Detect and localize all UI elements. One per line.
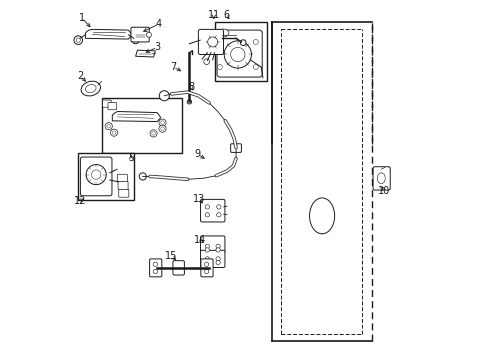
Circle shape	[153, 269, 157, 274]
FancyBboxPatch shape	[200, 250, 225, 267]
Circle shape	[217, 213, 221, 217]
Circle shape	[147, 32, 151, 37]
Circle shape	[205, 205, 210, 209]
Text: 11: 11	[208, 10, 220, 20]
Circle shape	[159, 91, 170, 101]
FancyBboxPatch shape	[198, 30, 223, 54]
Bar	[78, 153, 134, 200]
Circle shape	[205, 244, 210, 248]
FancyBboxPatch shape	[201, 259, 213, 277]
Circle shape	[205, 260, 210, 265]
Bar	[215, 22, 267, 81]
Text: 15: 15	[165, 251, 178, 261]
Circle shape	[187, 100, 192, 104]
Circle shape	[208, 37, 218, 47]
Ellipse shape	[85, 85, 96, 93]
Text: 14: 14	[194, 235, 206, 245]
Circle shape	[153, 262, 157, 266]
Circle shape	[205, 248, 210, 252]
Circle shape	[161, 121, 164, 125]
FancyBboxPatch shape	[231, 144, 242, 152]
Polygon shape	[136, 50, 155, 57]
Circle shape	[240, 40, 246, 45]
FancyBboxPatch shape	[118, 181, 128, 189]
Text: 12: 12	[74, 196, 86, 206]
FancyBboxPatch shape	[131, 27, 149, 42]
Circle shape	[111, 129, 118, 136]
Polygon shape	[112, 112, 161, 122]
Text: 10: 10	[378, 186, 390, 196]
FancyBboxPatch shape	[173, 261, 184, 275]
Circle shape	[204, 269, 209, 274]
Ellipse shape	[218, 29, 229, 37]
Text: 1: 1	[79, 13, 85, 23]
Circle shape	[224, 41, 251, 68]
Text: 2: 2	[77, 71, 84, 81]
Circle shape	[152, 132, 155, 135]
FancyBboxPatch shape	[200, 236, 225, 253]
Circle shape	[92, 170, 101, 179]
FancyBboxPatch shape	[217, 30, 262, 77]
Text: 7: 7	[170, 62, 176, 72]
Circle shape	[86, 165, 106, 185]
FancyBboxPatch shape	[108, 103, 117, 110]
Text: 8: 8	[188, 82, 194, 92]
Circle shape	[204, 59, 210, 64]
Circle shape	[107, 125, 111, 128]
Circle shape	[216, 248, 220, 252]
Circle shape	[253, 64, 258, 69]
FancyBboxPatch shape	[373, 167, 390, 190]
Circle shape	[253, 40, 258, 44]
Circle shape	[231, 47, 245, 62]
Ellipse shape	[81, 81, 100, 96]
Ellipse shape	[377, 173, 385, 184]
Text: 9: 9	[195, 149, 201, 159]
Circle shape	[161, 127, 164, 131]
Circle shape	[218, 64, 222, 69]
Circle shape	[205, 213, 210, 217]
Text: 6: 6	[223, 10, 229, 20]
FancyBboxPatch shape	[102, 100, 111, 107]
Text: 13: 13	[193, 194, 205, 204]
Circle shape	[216, 260, 220, 265]
FancyBboxPatch shape	[200, 199, 225, 222]
FancyBboxPatch shape	[119, 189, 129, 197]
Circle shape	[150, 130, 157, 137]
Circle shape	[112, 131, 116, 134]
Circle shape	[159, 125, 166, 132]
Circle shape	[204, 262, 209, 266]
Text: 5: 5	[128, 153, 134, 163]
FancyBboxPatch shape	[149, 259, 162, 277]
Circle shape	[132, 37, 139, 44]
Circle shape	[205, 257, 210, 261]
Circle shape	[216, 244, 220, 248]
FancyBboxPatch shape	[117, 174, 127, 182]
Circle shape	[159, 119, 166, 126]
Circle shape	[218, 40, 222, 44]
FancyBboxPatch shape	[80, 157, 112, 196]
Bar	[101, 98, 182, 153]
Circle shape	[139, 173, 147, 180]
Circle shape	[74, 36, 82, 44]
Text: 3: 3	[154, 42, 160, 52]
Text: 4: 4	[156, 19, 162, 29]
Circle shape	[216, 257, 220, 261]
Circle shape	[105, 123, 112, 130]
Circle shape	[217, 205, 221, 209]
Circle shape	[76, 38, 80, 42]
